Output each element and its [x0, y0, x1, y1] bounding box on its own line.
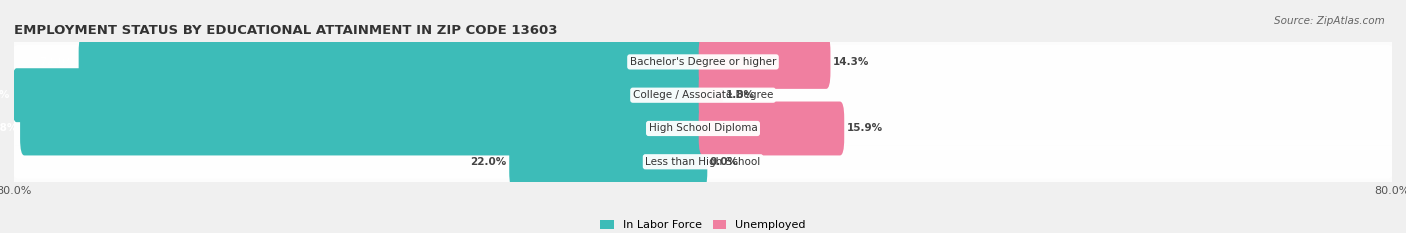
FancyBboxPatch shape	[20, 102, 707, 155]
FancyBboxPatch shape	[699, 68, 723, 122]
FancyBboxPatch shape	[8, 45, 1398, 145]
Text: EMPLOYMENT STATUS BY EDUCATIONAL ATTAINMENT IN ZIP CODE 13603: EMPLOYMENT STATUS BY EDUCATIONAL ATTAINM…	[14, 24, 558, 37]
Text: Source: ZipAtlas.com: Source: ZipAtlas.com	[1274, 16, 1385, 26]
Text: 15.9%: 15.9%	[846, 123, 883, 134]
Text: High School Diploma: High School Diploma	[648, 123, 758, 134]
Text: 1.8%: 1.8%	[725, 90, 755, 100]
FancyBboxPatch shape	[8, 112, 1398, 212]
FancyBboxPatch shape	[79, 35, 707, 89]
Text: Bachelor's Degree or higher: Bachelor's Degree or higher	[630, 57, 776, 67]
Legend: In Labor Force, Unemployed: In Labor Force, Unemployed	[596, 216, 810, 233]
FancyBboxPatch shape	[8, 78, 1398, 179]
Text: Less than High School: Less than High School	[645, 157, 761, 167]
FancyBboxPatch shape	[699, 102, 844, 155]
FancyBboxPatch shape	[8, 12, 1398, 112]
Text: 14.3%: 14.3%	[832, 57, 869, 67]
Text: 0.0%: 0.0%	[710, 157, 740, 167]
FancyBboxPatch shape	[509, 135, 707, 189]
FancyBboxPatch shape	[13, 68, 707, 122]
Text: 72.0%: 72.0%	[39, 57, 76, 67]
FancyBboxPatch shape	[699, 35, 831, 89]
Text: 22.0%: 22.0%	[471, 157, 506, 167]
Text: College / Associate Degree: College / Associate Degree	[633, 90, 773, 100]
Text: 78.8%: 78.8%	[0, 123, 17, 134]
Text: 79.7%: 79.7%	[0, 90, 10, 100]
